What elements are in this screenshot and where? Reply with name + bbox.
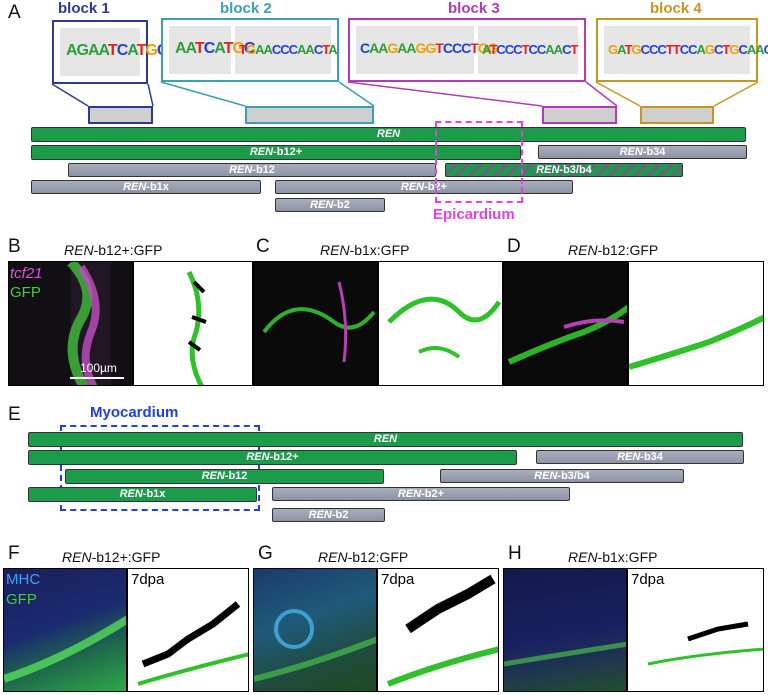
panel-c-mask-image xyxy=(378,261,503,386)
block-2-motif-1: AATCATGC xyxy=(175,40,255,57)
block-4-motif-box: GATGCCCTTCCAGCTGCAACC xyxy=(596,18,768,82)
scale-bar xyxy=(70,377,124,379)
panel-d-mask-image xyxy=(628,261,764,386)
block-1-region xyxy=(88,106,153,124)
panel-g-title: REN-b12:GFP xyxy=(318,549,409,565)
block-2-motif-2: TGAACCCAACTA xyxy=(239,42,338,57)
block-3-region xyxy=(542,106,617,124)
bar-ren-b34: REN-b34 xyxy=(538,145,747,159)
panel-f-channel-gfp: GFP xyxy=(6,591,37,608)
panel-letter-h: H xyxy=(508,543,522,564)
panel-f-timepoint: 7dpa xyxy=(131,571,165,588)
block-4-region xyxy=(640,106,714,124)
bar-e-ren-b3b4: REN-b3/b4 xyxy=(440,469,684,483)
panel-letter-f: F xyxy=(8,543,20,564)
block-2-motif-box: AATCATGC TGAACCCAACTA xyxy=(161,18,339,82)
panel-f-channel-mhc: MHC xyxy=(6,571,41,588)
panel-g-timepoint: 7dpa xyxy=(381,571,415,588)
block-connectors xyxy=(51,81,759,107)
panel-d-title: REN-b12:GFP xyxy=(568,242,659,258)
bar-ren-b2: REN-b2 xyxy=(275,198,385,212)
panel-h-mask-image xyxy=(627,568,764,692)
block-4-title: block 4 xyxy=(650,0,702,17)
block-1-motif-box: AGAATCATGCT xyxy=(52,20,177,84)
block-2-region xyxy=(245,106,374,124)
bar-ren-b2plus: REN-b2+ xyxy=(275,180,573,194)
panel-letter-e: E xyxy=(8,404,21,425)
myocardium-highlight-box xyxy=(60,425,260,511)
epicardium-highlight-box xyxy=(435,121,523,203)
panel-f-fluorescence-image xyxy=(3,568,127,692)
bar-ren-b1x: REN-b1x xyxy=(31,180,261,194)
panel-b-channel-gfp: GFP xyxy=(10,284,41,301)
bar-e-ren-b34: REN-b34 xyxy=(536,450,744,464)
block-3-motif-1: CAAGAAGGTCCCTGG xyxy=(360,40,499,56)
bar-e-ren-b12: REN-b12 xyxy=(65,469,384,484)
panel-letter-g: G xyxy=(258,543,273,564)
bar-ren: REN xyxy=(31,127,746,142)
scale-bar-label: 100µm xyxy=(80,361,117,375)
myocardium-label: Myocardium xyxy=(90,404,179,421)
block-3-motif-2: ATCCCTCCAACT xyxy=(482,42,578,57)
block-3-motif-box: CAAGAAGGTCCCTGG ATCCCTCCAACT xyxy=(348,18,586,82)
panel-f-title: REN-b12+:GFP xyxy=(62,549,161,565)
panel-h-title: REN-b1x:GFP xyxy=(568,549,658,565)
block-4-motif-1: GATGCCCTTCCAGCTGCAACC xyxy=(608,42,768,57)
panel-c-fluorescence-image xyxy=(253,261,378,386)
bar-ren-b3b4: REN-b3/b4 xyxy=(445,163,683,177)
bar-e-ren-b12plus: REN-b12+ xyxy=(28,450,517,465)
bar-e-ren-b2plus: REN-b2+ xyxy=(272,487,570,501)
panel-letter-a: A xyxy=(8,2,21,23)
bar-e-ren: REN xyxy=(28,432,743,447)
panel-h-timepoint: 7dpa xyxy=(631,571,665,588)
panel-letter-b: B xyxy=(8,236,21,257)
bar-e-ren-b1x: REN-b1x xyxy=(28,487,257,502)
panel-letter-c: C xyxy=(256,236,270,257)
bar-ren-b12: REN-b12 xyxy=(68,163,436,177)
panel-g-fluorescence-image xyxy=(253,568,377,692)
panel-h-fluorescence-image xyxy=(503,568,627,692)
panel-b-title: REN-b12+:GFP xyxy=(64,242,163,258)
panel-c-title: REN-b1x:GFP xyxy=(320,242,410,258)
panel-b-channel-tcf21: tcf21 xyxy=(10,265,43,282)
block-2-title: block 2 xyxy=(220,0,272,17)
panel-letter-d: D xyxy=(507,236,521,257)
panel-g-mask-image xyxy=(377,568,499,692)
block-3-title: block 3 xyxy=(448,0,500,17)
panel-d-fluorescence-image xyxy=(503,261,628,386)
panel-b-mask-image xyxy=(133,261,253,386)
block-1-title: block 1 xyxy=(58,0,110,17)
epicardium-label: Epicardium xyxy=(433,206,515,223)
bar-ren-b12plus: REN-b12+ xyxy=(31,145,521,160)
bar-e-ren-b2: REN-b2 xyxy=(272,508,385,522)
panel-f-mask-image xyxy=(127,568,249,692)
panel-b-fluorescence-image xyxy=(8,261,133,386)
block-1-motif-1: AGAATCATGCT xyxy=(66,42,177,59)
